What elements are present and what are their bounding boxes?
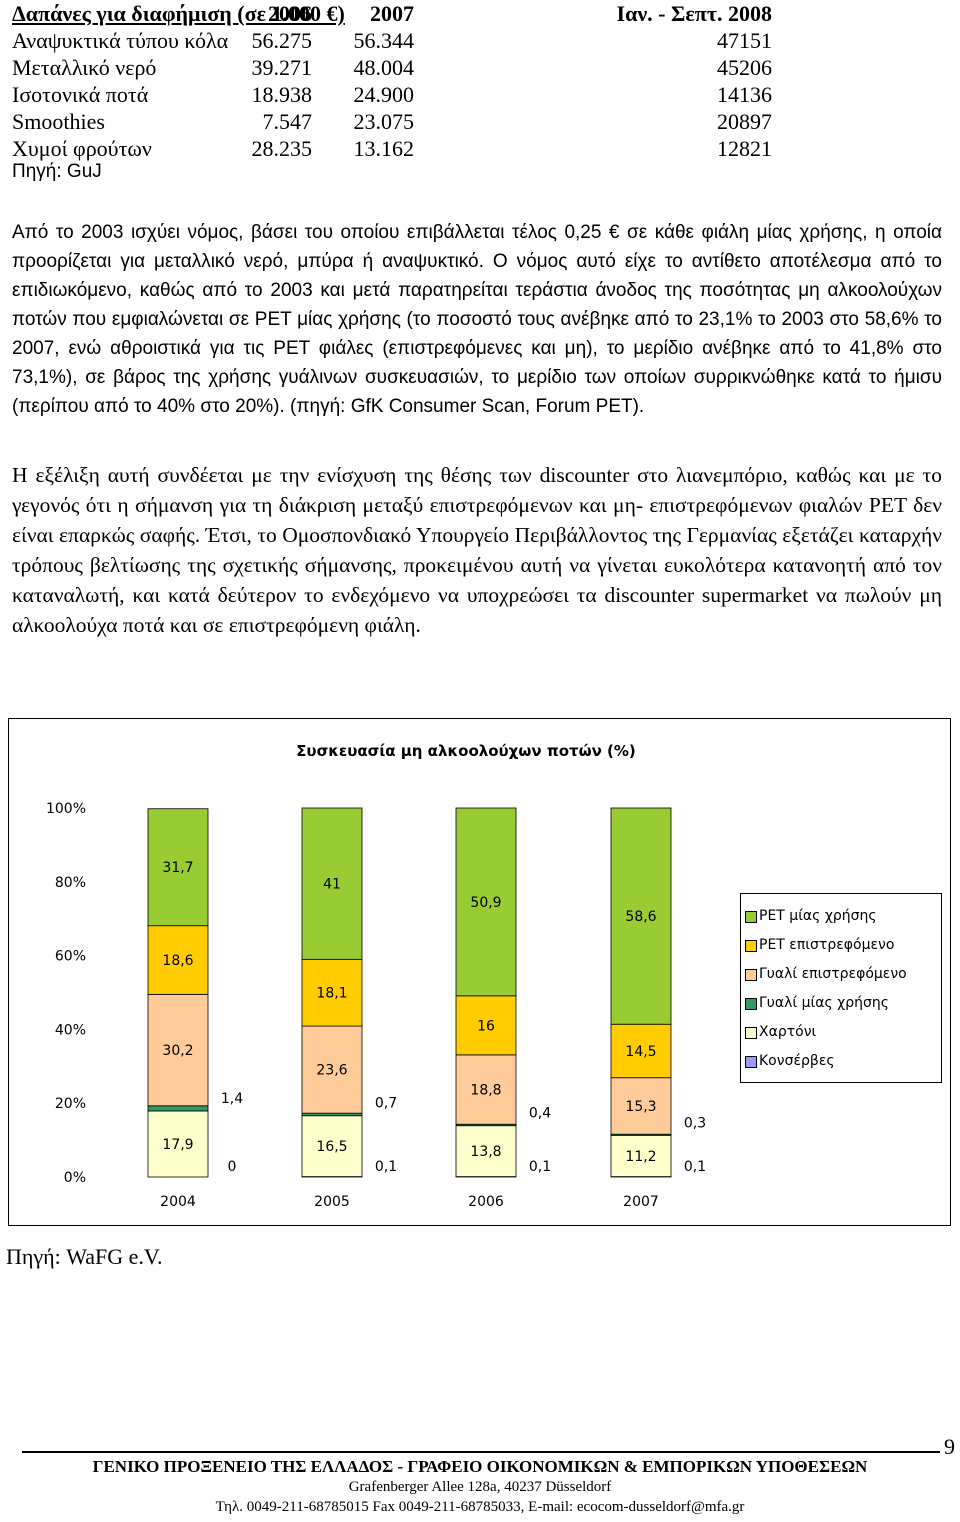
table-row: Ισοτονικά ποτά 18.938 24.900 14136: [12, 81, 772, 108]
table-cell: Ισοτονικά ποτά: [12, 82, 149, 107]
legend-swatch: [745, 911, 757, 923]
table-cell: 48.004: [353, 55, 415, 80]
table-cell: 39.271: [251, 55, 313, 80]
table-header-cell: Ιαν. - Σεπτ. 2008: [616, 1, 772, 26]
table-cell: 56.344: [353, 28, 415, 53]
table-cell: 13.162: [353, 136, 415, 161]
table-cell: Μεταλλικό νερό: [12, 55, 157, 80]
legend-label: Κονσέρβες: [759, 1053, 835, 1069]
legend-swatch: [745, 998, 757, 1010]
table-cell: 14136: [717, 82, 772, 107]
footer-contact: Τηλ. 0049-211-68785015 Fax 0049-211-6878…: [215, 1499, 745, 1515]
table-cell: 7.547: [262, 109, 313, 134]
page-number: 9: [944, 1434, 955, 1459]
table-cell: 47151: [717, 28, 772, 53]
legend-label: Χαρτόνι: [759, 1024, 817, 1040]
legend-label: PET επιστρεφόμενο: [759, 937, 895, 953]
table-header-cell: Δαπάνες για διαφήμιση (σε 1.000 €): [12, 1, 345, 26]
table-source: Πηγή: GuJ: [12, 161, 102, 182]
chart-legend: PET μίας χρήσης PET επιστρεφόμενο Γυαλί επ…: [740, 893, 942, 1083]
table-cell: Χυμοί φρούτων: [12, 136, 152, 161]
table-header-cell: 2007: [370, 1, 414, 26]
paragraph-deposit-law: Από το 2003 ισχύει νόμος, βάσει του οποί…: [12, 222, 942, 417]
legend-swatch: [745, 1056, 757, 1068]
table-cell: 24.900: [353, 82, 415, 107]
table-row: Smoothies 7.547 23.075 20897: [12, 108, 772, 135]
legend-label: PET μίας χρήσης: [759, 908, 877, 924]
table-header-row: Δαπάνες για διαφήμιση (σε 1.000 €) 2006 …: [12, 0, 772, 27]
table-cell: 12821: [717, 136, 772, 161]
footer-address: Grafenberger Allee 128a, 40237 Düsseldor…: [348, 1479, 612, 1495]
table-cell: 20897: [717, 109, 772, 134]
table-cell: 56.275: [251, 28, 313, 53]
table-row: Μεταλλικό νερό 39.271 48.004 45206: [12, 54, 772, 81]
paragraph-discounter: Η εξέλιξη αυτή συνδέεται με την ενίσχυση…: [12, 463, 942, 637]
table-cell: 18.938: [251, 82, 313, 107]
legend-swatch: [745, 1027, 757, 1039]
ad-spending-table: Δαπάνες για διαφήμιση (σε 1.000 €) 2006 …: [12, 0, 772, 162]
legend-label: Γυαλί μίας χρήσης: [759, 995, 889, 1011]
legend-label: Γυαλί επιστρεφόμενο: [759, 966, 907, 982]
footer-divider: [22, 1451, 940, 1453]
table-cell: Αναψυκτικά τύπου κόλα: [12, 28, 229, 53]
table-row: Αναψυκτικά τύπου κόλα 56.275 56.344 4715…: [12, 27, 772, 54]
table-cell: 28.235: [251, 136, 313, 161]
table-header-cell: 2006: [268, 1, 312, 26]
chart-source: Πηγή: WaFG e.V.: [6, 1244, 163, 1269]
chart-frame: [8, 718, 951, 1226]
legend-swatch: [745, 940, 757, 952]
table-cell: Smoothies: [12, 109, 105, 134]
table-cell: 45206: [717, 55, 772, 80]
footer-org: ΓΕΝΙΚΟ ΠΡΟΞΕΝΕΙΟ ΤΗΣ ΕΛΛΑΔΟΣ - ΓΡΑΦΕΙΟ Ο…: [92, 1457, 868, 1476]
table-cell: 23.075: [353, 109, 415, 134]
table-row: Χυμοί φρούτων 28.235 13.162 12821: [12, 135, 772, 162]
legend-swatch: [745, 969, 757, 981]
